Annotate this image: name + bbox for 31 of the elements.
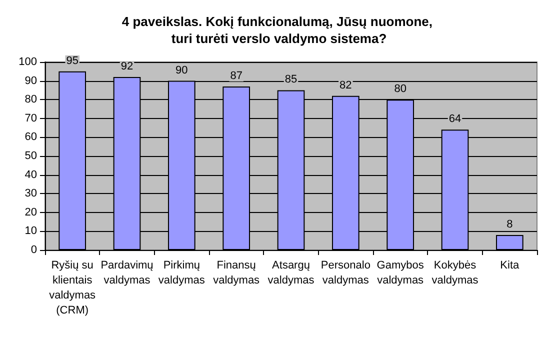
y-tick-label: 10 bbox=[24, 225, 37, 238]
chart-title: 4 paveikslas. Kokį funkcionalumą, Jūsų nuomone, turi turėti verslo valdymo sistema? bbox=[122, 14, 436, 46]
data-label: 85 bbox=[284, 74, 298, 86]
data-label: 64 bbox=[448, 113, 462, 126]
data-label: 82 bbox=[340, 79, 352, 92]
y-tick-label: 0 bbox=[30, 244, 37, 256]
data-label: 87 bbox=[230, 70, 242, 82]
data-label: 80 bbox=[394, 83, 406, 96]
y-tick-label: 70 bbox=[24, 112, 37, 124]
data-label: 95 bbox=[66, 54, 78, 67]
x-tick-label: Personalo valdymas bbox=[320, 260, 370, 286]
x-tick-label: Ryšių su klientais valdymas (CRM) bbox=[49, 260, 96, 316]
y-tick-label: 90 bbox=[24, 74, 37, 87]
data-label: 90 bbox=[176, 64, 188, 76]
y-tick-label: 20 bbox=[24, 206, 37, 218]
y-tick-label: 40 bbox=[24, 168, 37, 181]
x-tick-label: Finansų valdymas bbox=[213, 260, 260, 286]
y-tick-label: 80 bbox=[24, 94, 37, 106]
x-tick-label: Gamybos valdymas bbox=[376, 260, 424, 286]
x-tick-label: Atsargų valdymas bbox=[268, 260, 315, 286]
data-label: 8 bbox=[506, 218, 513, 230]
x-tick-label: Kokybės valdymas bbox=[432, 260, 479, 286]
data-label: 92 bbox=[120, 60, 134, 73]
y-tick-label: 100 bbox=[18, 56, 37, 68]
y-tick-label: 60 bbox=[24, 131, 37, 144]
bar bbox=[496, 234, 524, 250]
x-tick-label: Pardavimų valdymas bbox=[100, 260, 154, 286]
x-tick-label: Kita bbox=[500, 260, 520, 272]
y-tick-label: 30 bbox=[24, 188, 37, 200]
y-tick-label: 50 bbox=[24, 150, 37, 162]
x-tick-label: Pirkimų valdymas bbox=[158, 260, 206, 286]
